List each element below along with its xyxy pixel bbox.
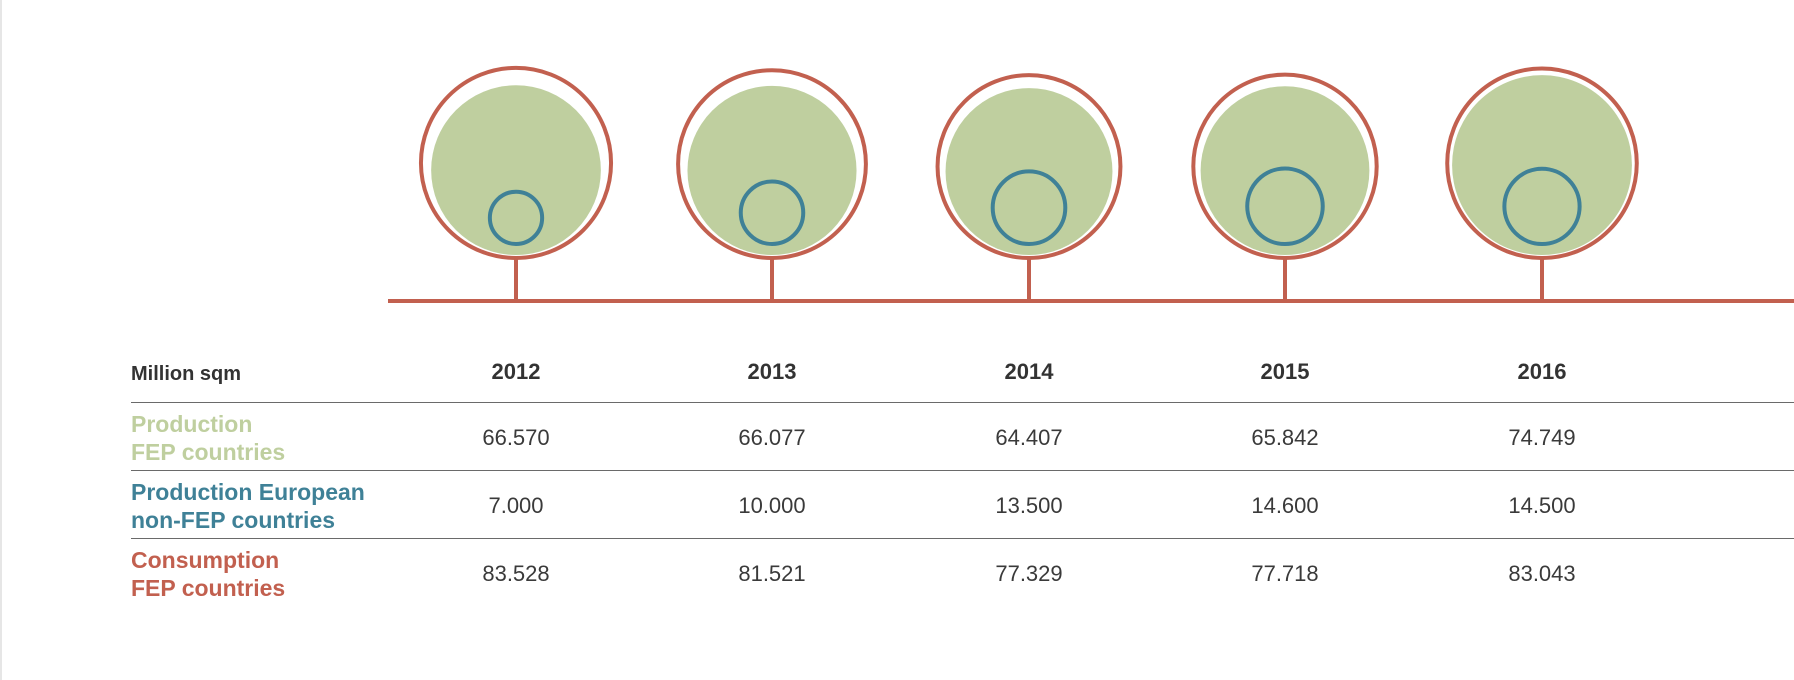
table-cell: 14.600 <box>1251 493 1319 518</box>
bubble-consumption-fep <box>1445 66 1639 260</box>
table-cell: 13.500 <box>995 493 1063 518</box>
year-header: 2016 <box>1517 359 1567 384</box>
table-header-row: Million sqm 2012 2013 2014 2015 2016 <box>2 356 1794 396</box>
table-cell: 77.718 <box>1251 561 1319 586</box>
table-cell: 66.077 <box>738 425 806 450</box>
row-label-line: Consumption <box>131 547 280 573</box>
row-label-line: non-FEP countries <box>131 507 336 533</box>
bubble-consumption-fep <box>418 65 614 261</box>
bubble-production-fep <box>687 85 857 256</box>
table-cell: 77.329 <box>995 561 1063 586</box>
row-label-line: Production European <box>131 479 365 505</box>
table-divider <box>131 402 1794 403</box>
table-cell: 81.521 <box>738 561 806 586</box>
bubble-production-non-fep <box>1245 166 1325 246</box>
table-divider <box>131 538 1794 539</box>
table-cell: 74.749 <box>1508 425 1576 450</box>
table-divider <box>131 470 1794 471</box>
bubble-production-non-fep <box>990 169 1068 246</box>
table-row: Consumption FEP countries 83.528 81.521 … <box>2 544 1794 606</box>
year-header: 2014 <box>1004 359 1054 384</box>
bubble-production-non-fep <box>487 189 545 246</box>
year-header: 2015 <box>1260 359 1310 384</box>
table-cell: 66.570 <box>482 425 550 450</box>
row-label-line: FEP countries <box>131 575 286 601</box>
row-label-line: Production <box>131 411 253 437</box>
year-header: 2013 <box>747 359 797 384</box>
bubble-consumption-fep <box>1191 72 1379 260</box>
table-cell: 83.528 <box>482 561 550 586</box>
table-cell: 83.043 <box>1508 561 1576 586</box>
bubble-production-fep <box>1452 75 1632 255</box>
bubble-production-non-fep <box>1502 166 1582 246</box>
bubble-chart <box>388 65 1794 303</box>
table-cell: 10.000 <box>738 493 806 518</box>
unit-label: Million sqm <box>131 363 241 385</box>
bubble-production-non-fep <box>738 179 806 247</box>
table-cell: 65.842 <box>1251 425 1319 450</box>
row-label-consumption-fep: Consumption FEP countries <box>131 546 285 602</box>
table-cell: 64.407 <box>995 425 1063 450</box>
row-label-line: FEP countries <box>131 439 286 465</box>
table-row: Production FEP countries 66.570 66.077 6… <box>2 408 1794 470</box>
bubble-production-fep <box>1200 86 1370 255</box>
table-row: Production European non-FEP countries 7.… <box>2 476 1794 538</box>
year-header: 2012 <box>491 359 541 384</box>
row-label-production-non-fep: Production European non-FEP countries <box>131 478 365 534</box>
bubble-consumption-fep <box>935 73 1123 260</box>
bubble-production-fep <box>431 85 601 256</box>
table-cell: 14.500 <box>1508 493 1576 518</box>
table-cell: 7.000 <box>488 493 544 518</box>
row-label-production-fep: Production FEP countries <box>131 410 285 466</box>
bubble-consumption-fep <box>676 68 868 260</box>
